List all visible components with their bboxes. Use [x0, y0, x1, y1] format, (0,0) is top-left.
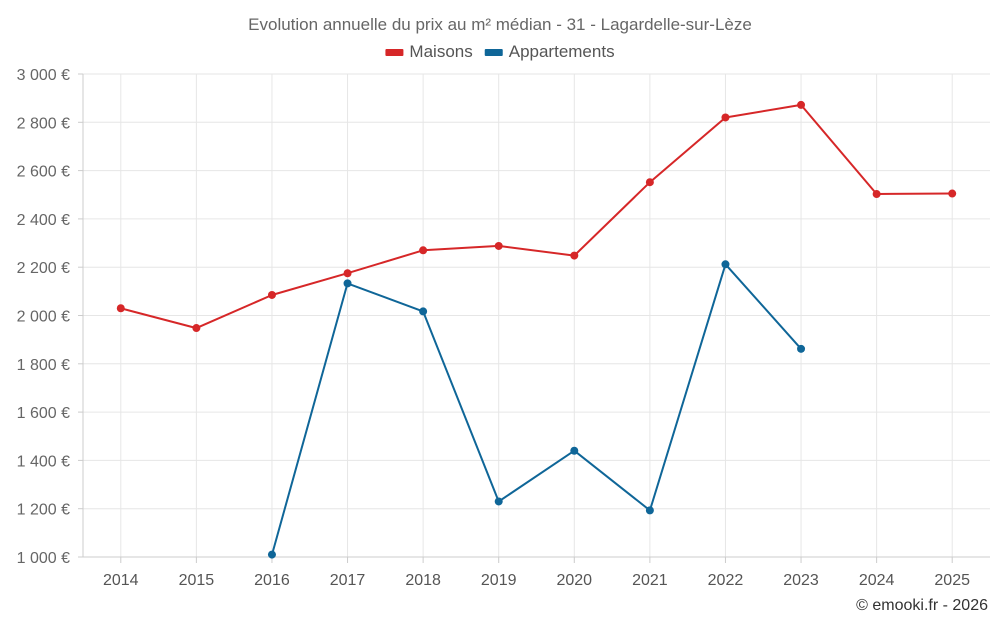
data-point-maisons-2017[interactable] [343, 269, 352, 278]
data-point-maisons-2020[interactable] [570, 251, 579, 260]
data-point-maisons-2018[interactable] [419, 246, 428, 255]
x-tick-label-2022: 2022 [708, 572, 744, 589]
y-tick-label: 2 600 € [17, 164, 70, 181]
x-axis-ticks: 2014 2015 2016 2017 2018 2019 2020 2021 2022 2023… [103, 557, 970, 589]
data-point-appartements-2022[interactable] [721, 260, 730, 269]
series-line-maisons [120, 103, 953, 330]
data-point-appartements-2016[interactable] [267, 550, 276, 559]
series-appartements [267, 260, 806, 559]
x-tick-label-2016: 2016 [254, 572, 290, 589]
series-maisons [116, 100, 957, 333]
chart-title: Evolution annuelle du prix au m² médian … [248, 15, 752, 34]
legend-swatch-maisons [385, 49, 404, 56]
x-tick-label-2024: 2024 [859, 572, 895, 589]
x-tick-label-2019: 2019 [481, 572, 517, 589]
y-tick-label: 2 200 € [17, 260, 70, 277]
y-tick-label: 2 400 € [17, 212, 70, 229]
x-tick-label-2018: 2018 [405, 572, 441, 589]
y-axis-ticks: 1 000 € 1 200 € 1 400 € 1 600 € 1 800 € 2 000… [17, 67, 83, 567]
data-point-maisons-2023[interactable] [797, 100, 806, 109]
x-tick-label-2023: 2023 [783, 572, 819, 589]
y-tick-label: 1 800 € [17, 357, 70, 374]
legend-label-maisons: Maisons [409, 42, 472, 61]
data-point-maisons-2025[interactable] [948, 189, 957, 198]
series-group [116, 100, 957, 559]
x-tick-label-2020: 2020 [556, 572, 592, 589]
data-point-appartements-2018[interactable] [419, 307, 428, 316]
y-tick-label: 1 600 € [17, 405, 70, 422]
data-point-maisons-2021[interactable] [645, 178, 654, 187]
data-point-maisons-2014[interactable] [116, 304, 125, 313]
x-tick-label-2017: 2017 [330, 572, 366, 589]
y-tick-label: 3 000 € [17, 67, 70, 84]
legend-item-appartements[interactable]: Appartements [484, 42, 615, 61]
y-tick-label: 1 200 € [17, 502, 70, 519]
grid-lines [83, 73, 990, 558]
series-line-appartements [271, 263, 802, 555]
credit-text: © emooki.fr - 2026 [856, 597, 988, 614]
data-point-appartements-2023[interactable] [797, 344, 806, 353]
y-tick-label: 1 400 € [17, 453, 70, 470]
data-point-appartements-2017[interactable] [343, 279, 352, 288]
y-tick-label: 2 000 € [17, 309, 70, 326]
y-tick-label: 2 800 € [17, 115, 70, 132]
x-tick-label-2021: 2021 [632, 572, 668, 589]
data-point-maisons-2016[interactable] [267, 290, 276, 299]
x-tick-label-2014: 2014 [103, 572, 139, 589]
data-point-appartements-2019[interactable] [494, 497, 503, 506]
data-point-appartements-2021[interactable] [645, 506, 654, 515]
data-point-maisons-2022[interactable] [721, 113, 730, 122]
x-tick-label-2025: 2025 [934, 572, 970, 589]
legend: Maisons Appartements [385, 42, 615, 61]
legend-swatch-appartements [484, 49, 503, 56]
data-point-maisons-2019[interactable] [494, 241, 503, 250]
legend-item-maisons[interactable]: Maisons [385, 42, 473, 61]
data-point-appartements-2020[interactable] [570, 446, 579, 455]
y-tick-label: 1 000 € [17, 550, 70, 567]
x-tick-label-2015: 2015 [179, 572, 215, 589]
legend-label-appartements: Appartements [509, 42, 615, 61]
data-point-maisons-2015[interactable] [192, 324, 201, 333]
data-point-maisons-2024[interactable] [872, 190, 881, 199]
